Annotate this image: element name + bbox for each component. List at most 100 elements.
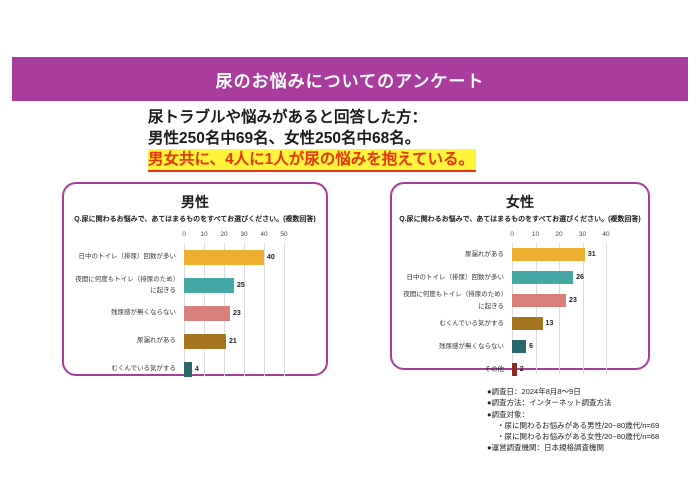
axis-tick-label: 0: [182, 231, 186, 238]
bar: [512, 340, 527, 353]
bar-category-label: その他: [484, 365, 505, 373]
bar: [512, 317, 543, 330]
bar-value-label: 23: [569, 297, 577, 304]
intro-highlight-line: 男女共に、4人に1人が尿の悩みを抱えている。: [148, 149, 477, 172]
axis-tick-label: 20: [220, 231, 228, 238]
gridline: [606, 243, 607, 375]
axis-tick-label: 0: [510, 231, 514, 238]
bar: [184, 249, 264, 265]
axis-tick-label: 30: [240, 231, 248, 238]
bar-value-label: 26: [576, 274, 584, 281]
axis-tick-label: 30: [578, 231, 587, 238]
bar-value-label: 23: [233, 309, 241, 317]
bar: [184, 305, 230, 321]
bar-row: その他 2: [402, 358, 634, 381]
bar-row: 尿漏れがある 31: [402, 243, 634, 266]
male-bar-rows: 日中のトイレ（排尿）回数が多い 40 夜間に何度もトイレ（排尿のため）に起きる 25 残…: [74, 243, 312, 383]
bar-category-label: 夜間に何度もトイレ（排尿のため）に起きる: [75, 275, 176, 294]
intro-highlight-text: 男女共に、4人に1人が尿の悩みを抱えている。: [148, 149, 477, 172]
bar-value-label: 31: [587, 251, 596, 258]
gridline: [284, 243, 285, 377]
footer-note-line: ●調査対象：: [487, 409, 530, 419]
bar-value-label: 6: [529, 343, 533, 350]
female-chart-panel: 女性 Q.尿に関わるお悩みで、あてはまるものをすべてお選びください。(複数回答)…: [390, 182, 650, 376]
gridline: [512, 243, 513, 375]
bar: [184, 361, 192, 377]
footer-note-line: ●調査日：2024年8月8～9日: [487, 387, 581, 396]
gridline: [535, 243, 537, 375]
bar-plot: 26: [512, 266, 606, 289]
bar-category-label: 夜間に何度もトイレ（排尿のため）に起きる: [403, 291, 504, 310]
footer-note-line: ・尿に関わるお悩みがある女性/20~80歳代/n=68: [497, 432, 660, 441]
bar-row: むくんでいる気がする 4: [74, 355, 312, 383]
female-chart-question: Q.尿に関わるお悩みで、あてはまるものをすべてお選びください。(複数回答): [399, 216, 641, 223]
survey-notes: ●調査日：2024年8月8～9日 ●調査方法：インターネット調査方法 ●調査対象： ・…: [487, 386, 659, 454]
bar-category-label: むくんでいる気がする: [439, 319, 504, 327]
bar-row: 夜間に何度もトイレ（排尿のため）に起きる 23: [402, 289, 634, 312]
axis-tick-label: 20: [555, 231, 563, 238]
bar-category-label: 尿漏れがある: [465, 250, 504, 258]
bar: [512, 271, 574, 284]
male-panel-title: 男性: [181, 194, 209, 210]
bar-plot: 21: [184, 327, 284, 355]
bar-plot: 2: [512, 358, 606, 381]
gridline: [244, 243, 245, 377]
bar-row: 夜間に何度もトイレ（排尿のため）に起きる 25: [74, 271, 312, 299]
bar-row: 日中のトイレ（排尿）回数が多い 26: [402, 266, 634, 289]
male-chart-question: Q.尿に関わるお悩みで、あてはまるものをすべてお選びください。(複数回答): [74, 216, 316, 223]
bar: [512, 294, 567, 307]
footer-note-line: ●運営調査機関：日本規格調査機関: [487, 443, 605, 453]
intro-text-block: 尿トラブルや悩みがあると回答した方： 男性250名中69名、女性250名中68名…: [148, 107, 477, 172]
female-x-axis: 0 10 20 30 40: [510, 231, 610, 243]
bar-value-label: 13: [545, 320, 554, 327]
bar-category-label: 尿漏れがある: [137, 337, 176, 345]
bar-plot: 6: [512, 335, 606, 358]
bar-plot: 13: [512, 312, 606, 335]
footer-note-line: ●調査方法：インターネット調査方法: [487, 398, 612, 408]
bar-plot: 4: [184, 355, 284, 383]
axis-tick-label: 40: [602, 231, 610, 238]
bar-category-label: むくんでいる気がする: [111, 365, 176, 373]
bar-plot: 25: [184, 271, 284, 299]
bar-value-label: 21: [229, 337, 237, 345]
intro-line-1: 尿トラブルや悩みがあると回答した方：: [148, 109, 428, 126]
bar-value-label: 4: [195, 365, 199, 373]
bar: [184, 277, 234, 293]
bar-plot: 40: [184, 243, 284, 271]
bar-row: 残尿感が無くならない 23: [74, 299, 312, 327]
male-bar-chart: 0 10 20 30 40 50 日中のトイレ（排尿）回数が多い 40 夜間に何度もトイレ（排…: [74, 231, 312, 383]
axis-tick-label: 10: [531, 231, 540, 238]
gridline: [559, 243, 560, 375]
bar-plot: 31: [512, 243, 606, 266]
male-x-axis: 0 10 20 30 40 50: [182, 231, 288, 243]
bar-category-label: 日中のトイレ（排尿）回数が多い: [406, 273, 505, 281]
bar-row: 日中のトイレ（排尿）回数が多い 40: [74, 243, 312, 271]
axis-tick-label: 40: [260, 231, 268, 238]
male-chart-panel: 男性 Q.尿に関わるお悩みで、あてはまるものをすべてお選びください。(複数回答)…: [62, 182, 328, 377]
female-bar-rows: 尿漏れがある 31 日中のトイレ（排尿）回数が多い 26 夜間に何度もトイレ（排尿のため…: [402, 243, 634, 381]
bar-value-label: 2: [519, 366, 524, 373]
bar-plot: 23: [184, 299, 284, 327]
intro-line-2: 男性250名中69名、女性250名中68名。: [148, 130, 421, 147]
bar-row: むくんでいる気がする 13: [402, 312, 634, 335]
bar-value-label: 25: [237, 281, 245, 289]
bar: [184, 333, 226, 349]
page-title: 尿のお悩みについてのアンケート: [215, 71, 485, 91]
bar-category-label: 残尿感が無くならない: [111, 309, 176, 317]
bar-category-label: 残尿感が無くならない: [439, 342, 504, 350]
bar: [512, 248, 585, 261]
bar-plot: 23: [512, 289, 606, 312]
bar-row: 残尿感が無くならない 6: [402, 335, 634, 358]
female-panel-title: 女性: [506, 194, 534, 210]
axis-tick-label: 10: [200, 231, 208, 238]
gridline: [582, 243, 584, 375]
bar-category-label: 日中のトイレ（排尿）回数が多い: [78, 253, 177, 261]
female-gridlines: [512, 243, 607, 375]
header-banner: 尿のお悩みについてのアンケート: [12, 57, 688, 101]
gridline: [264, 243, 265, 377]
bar-row: 尿漏れがある 21: [74, 327, 312, 355]
bar-value-label: 40: [267, 253, 275, 261]
axis-tick-label: 50: [280, 231, 288, 238]
bar: [512, 363, 517, 376]
